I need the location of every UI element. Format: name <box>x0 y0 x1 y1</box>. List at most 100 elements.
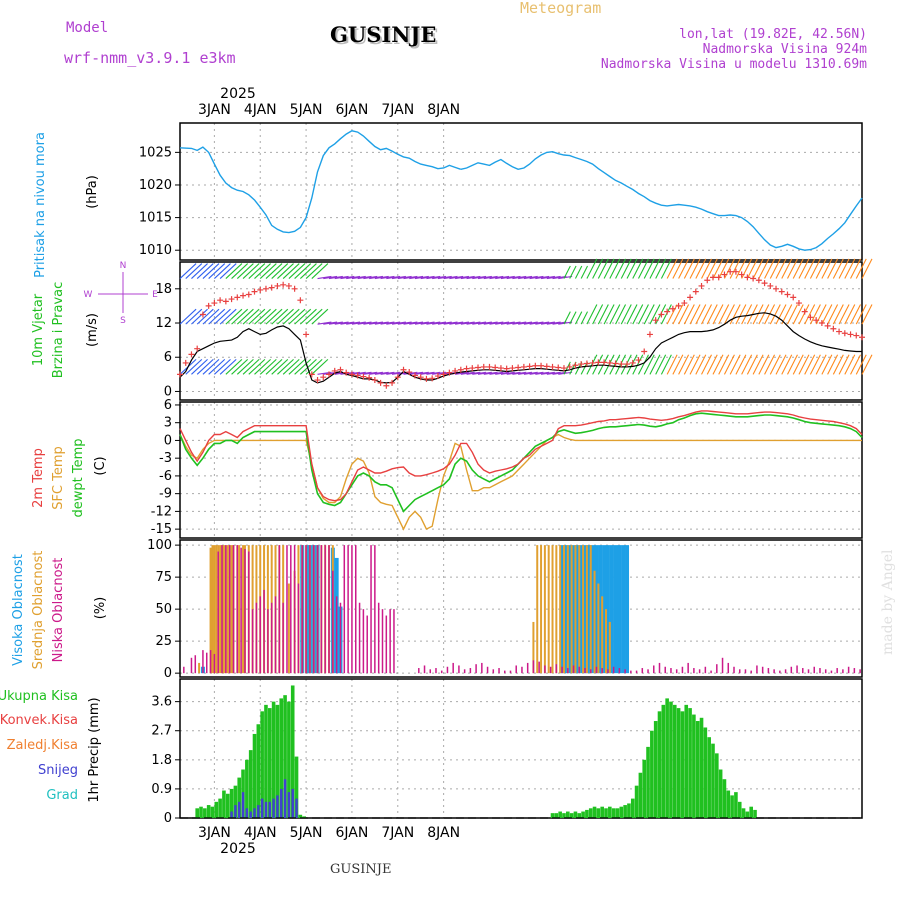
wind-barb <box>380 275 395 280</box>
precip-total-bar <box>634 785 639 818</box>
pressure-line-b <box>460 150 863 251</box>
mid-cloud-bar <box>608 621 611 674</box>
precip-total-bar <box>275 704 280 818</box>
mid-cloud-bar <box>213 545 216 674</box>
precip-total-bar <box>669 701 673 818</box>
low-cloud-bar <box>274 596 277 674</box>
wind-gust-mark <box>205 302 212 309</box>
wind-barb <box>632 304 644 325</box>
dewpt-temp-line <box>179 412 863 513</box>
wind-barb <box>305 263 323 279</box>
low-cloud-bar <box>393 609 395 674</box>
high-cloud-bar <box>571 545 576 674</box>
wind-barb <box>254 263 271 279</box>
wind-gust-mark <box>635 357 642 364</box>
wind-barb <box>558 275 573 280</box>
cloud-low-label: Niska Oblacnost <box>51 558 66 663</box>
wind-barb <box>506 275 521 280</box>
precip-total-bar <box>199 806 203 818</box>
wind-gust-mark <box>669 305 676 312</box>
precip-total-bar <box>707 737 711 818</box>
precip-total-bar <box>741 808 746 818</box>
cloud-labels: Visoka Oblacnost Srednja Oblacnost Niska… <box>11 551 108 670</box>
temp-labels: 2m Temp SFC Temp dewpt Temp (C) <box>31 438 108 517</box>
wind-barb <box>483 275 498 280</box>
y-tick-label: 1010 <box>139 243 172 258</box>
high-cloud-bar <box>567 545 572 674</box>
low-cloud-bar <box>721 657 724 674</box>
low-cloud-bar <box>440 670 443 674</box>
wind-barb <box>660 258 672 279</box>
wind-barb <box>729 354 741 375</box>
low-cloud-bar <box>779 670 781 674</box>
precip-total-bar <box>745 811 750 818</box>
wind-barb <box>432 321 447 325</box>
wind-barb <box>626 258 638 279</box>
wind-gust-mark <box>354 372 361 379</box>
compass-e: E <box>152 290 158 300</box>
wind-gust-mark <box>262 285 269 292</box>
wind-barb <box>208 263 226 279</box>
low-cloud-bar <box>255 602 258 674</box>
compass-n: N <box>120 261 127 271</box>
precip-total-bar <box>638 772 643 818</box>
low-cloud-bar <box>607 669 609 674</box>
precip-snow-bar <box>238 801 241 818</box>
wind-barb <box>265 358 283 375</box>
pressure-unit: (hPa) <box>85 175 100 209</box>
mid-cloud-bar <box>242 545 245 674</box>
low-cloud-bar <box>316 545 319 674</box>
wind-barb <box>672 258 684 279</box>
low-cloud-bar <box>232 545 235 674</box>
wind-barb <box>299 308 317 325</box>
wind-barb <box>277 263 294 279</box>
wind-barb <box>219 358 237 375</box>
wind-barb <box>850 258 862 279</box>
wind-gust-mark <box>589 359 596 366</box>
precip-total-bar <box>680 711 685 818</box>
wind-barb <box>311 308 329 325</box>
wind-barb <box>758 354 770 375</box>
precip-legend: Ukupna Kisa Konvek.Kisa Zaledj.Kisa Snij… <box>0 689 102 803</box>
precip-total-bar <box>225 793 230 818</box>
precip-total-bar <box>592 806 597 818</box>
panel-2-frame <box>179 401 863 539</box>
wind-barb <box>666 258 678 279</box>
wind-gust-mark <box>366 374 373 381</box>
precip-total-bar <box>642 759 647 818</box>
wind-barb <box>626 304 638 325</box>
low-cloud-bar <box>756 665 758 674</box>
wind-barb <box>363 275 378 280</box>
mid-cloud-bar <box>536 545 539 674</box>
wind-barb <box>236 308 254 325</box>
y-tick-label: 0 <box>164 384 172 399</box>
precip-snow-bar <box>249 811 252 818</box>
wind-barb <box>323 321 338 325</box>
wind-barb <box>403 321 418 325</box>
low-cloud-bar <box>267 609 269 674</box>
wind-gust-mark <box>641 348 648 355</box>
low-cloud-bar <box>228 545 231 674</box>
wind-barb <box>449 321 464 325</box>
precip-total-bar <box>718 769 723 818</box>
wind-gust-mark <box>331 367 338 374</box>
wind-barb <box>855 304 867 325</box>
precip-total-bar <box>737 801 742 818</box>
low-cloud-bar <box>824 669 827 674</box>
wind-barb <box>518 275 533 280</box>
wind-barb <box>718 354 730 375</box>
wind-barb <box>489 275 504 280</box>
low-cloud-bar <box>584 668 586 674</box>
station-title: GUSINJE <box>330 22 437 47</box>
wind-barb <box>523 275 538 280</box>
low-cloud-bar <box>704 666 707 674</box>
wind-barb <box>196 263 214 279</box>
wind-barb <box>317 321 332 325</box>
wind-gust-mark <box>583 360 590 367</box>
low-cloud-bar <box>521 666 523 674</box>
wind-barb <box>815 354 827 375</box>
wind-barb <box>248 263 266 279</box>
precip-total-bar <box>661 704 666 818</box>
wind-barb <box>242 308 260 325</box>
low-cloud-bar <box>618 668 621 674</box>
